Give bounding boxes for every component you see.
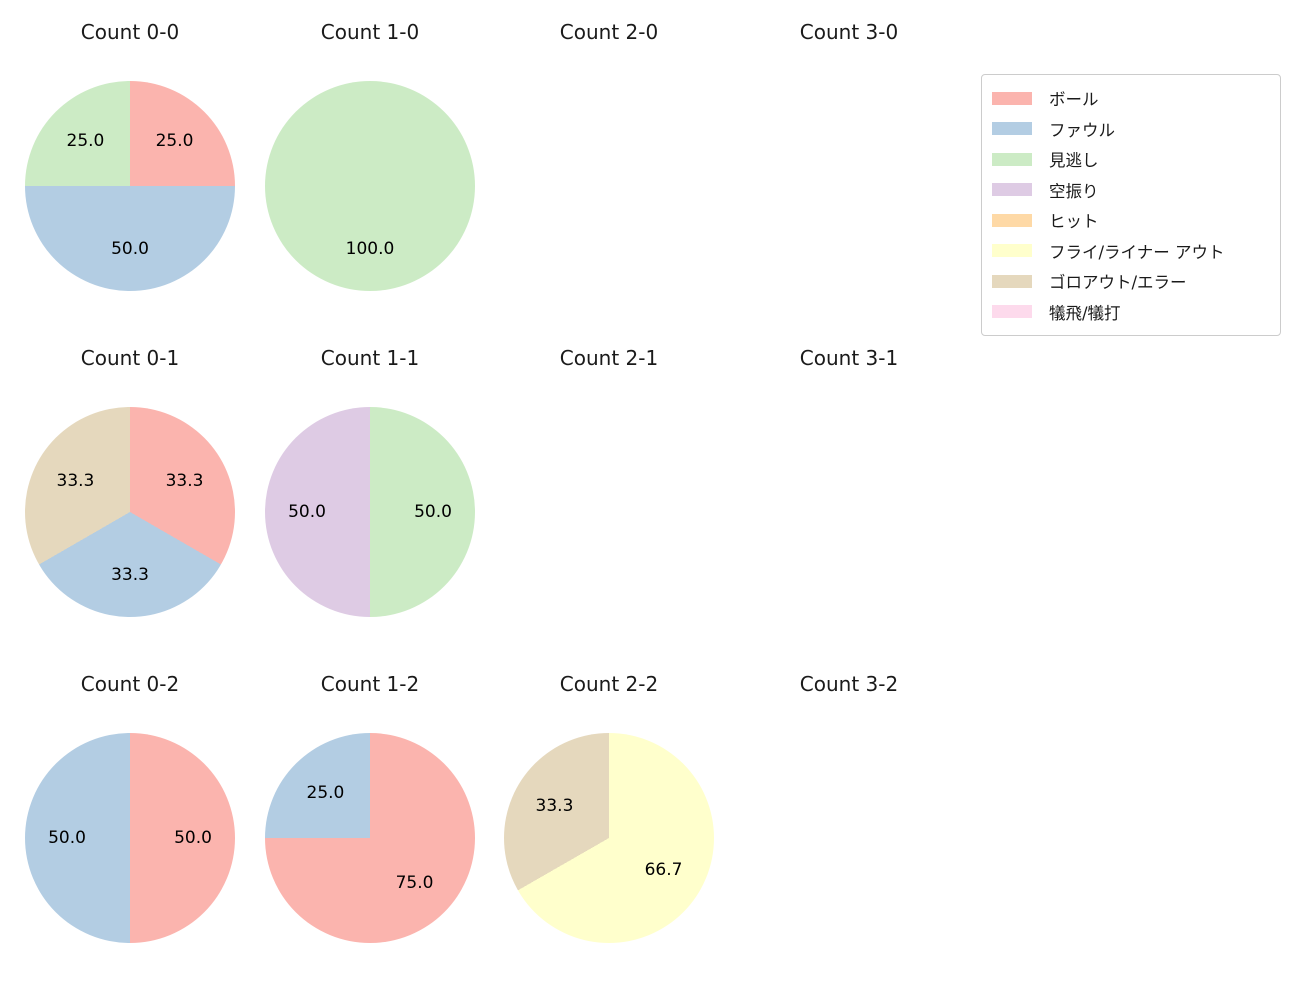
pie-count-1-1	[265, 407, 475, 617]
chart-cell-count-1-1: Count 1-1 50.0 50.0	[250, 341, 490, 641]
pie-slice-value: 25.0	[66, 131, 105, 152]
pie-slice-value: 50.0	[288, 502, 326, 522]
chart-title: Count 3-2	[799, 672, 899, 696]
legend-item: ボール	[992, 83, 1270, 114]
legend-swatch-called-strike	[992, 152, 1032, 166]
pie-slice-value: 25.0	[306, 783, 345, 804]
legend-label: ファウル	[1049, 120, 1115, 140]
pie-slice-value: 33.3	[111, 565, 149, 585]
pie-count-1-2	[265, 733, 475, 943]
pie-count-2-2	[504, 733, 714, 943]
chart-title: Count 1-2	[320, 672, 420, 696]
chart-title: Count 1-0	[320, 20, 420, 44]
legend-label: ボール	[1049, 90, 1099, 110]
pie-slice-value: 25.0	[155, 131, 194, 152]
pie-slice-value: 100.0	[345, 239, 395, 259]
pie-count-0-0	[25, 81, 235, 291]
chart-cell-count-0-2: Count 0-2 50.0 50.0	[10, 667, 250, 967]
chart-title: Count 0-1	[80, 346, 180, 370]
chart-cell-count-2-1: Count 2-1	[489, 341, 729, 641]
pie-slice-value: 50.0	[174, 828, 212, 848]
legend-swatch-sacrifice	[992, 305, 1032, 319]
legend-swatch-hit	[992, 213, 1032, 227]
chart-title: Count 3-0	[799, 20, 899, 44]
legend-item: ゴロアウト/エラー	[992, 266, 1270, 297]
legend-label: 見逃し	[1049, 151, 1099, 171]
legend-item: フライ/ライナー アウト	[992, 236, 1270, 267]
chart-title: Count 1-1	[320, 346, 420, 370]
pie-slice-value: 75.0	[395, 872, 434, 893]
pie-slice-value: 50.0	[48, 828, 86, 848]
legend-label: ヒット	[1049, 212, 1099, 232]
legend-swatch-foul	[992, 122, 1032, 136]
pie-slice-value: 33.3	[56, 470, 95, 491]
chart-title: Count 0-0	[80, 20, 180, 44]
pie-count-0-2	[25, 733, 235, 943]
chart-title: Count 2-0	[559, 20, 659, 44]
legend-item: ヒット	[992, 205, 1270, 236]
chart-cell-count-1-0: Count 1-0 100.0	[250, 15, 490, 315]
chart-cell-count-1-2: Count 1-2 75.0 25.0	[250, 667, 490, 967]
pie-slice-value: 50.0	[414, 502, 452, 522]
legend-label: 犠飛/犠打	[1049, 303, 1121, 323]
legend-label: 空振り	[1049, 181, 1099, 201]
pie-slice-value: 66.7	[644, 859, 683, 880]
pie-slice-value: 33.3	[165, 470, 204, 491]
pie-slice-value: 50.0	[111, 239, 149, 259]
legend: ボール ファウル 見逃し 空振り ヒット フライ/ライナー アウト ゴロアウト/…	[981, 74, 1281, 336]
pie-count-0-1	[25, 407, 235, 617]
legend-item: 空振り	[992, 175, 1270, 206]
legend-swatch-fly-liner-out	[992, 244, 1032, 258]
legend-item: 犠飛/犠打	[992, 297, 1270, 328]
chart-cell-count-2-0: Count 2-0	[489, 15, 729, 315]
chart-cell-count-3-2: Count 3-2	[729, 667, 969, 967]
chart-title: Count 2-1	[559, 346, 659, 370]
legend-swatch-swinging-strike	[992, 183, 1032, 197]
chart-title: Count 2-2	[559, 672, 659, 696]
chart-cell-count-3-1: Count 3-1	[729, 341, 969, 641]
pie-count-1-0	[265, 81, 475, 291]
chart-cell-count-2-2: Count 2-2 66.7 33.3	[489, 667, 729, 967]
pie-slice-value: 33.3	[535, 796, 574, 817]
legend-item: 見逃し	[992, 144, 1270, 175]
legend-swatch-ball	[992, 91, 1032, 105]
legend-label: ゴロアウト/エラー	[1049, 273, 1187, 293]
legend-label: フライ/ライナー アウト	[1049, 242, 1225, 262]
chart-cell-count-0-0: Count 0-0 25.0 50.0 25.0	[10, 15, 250, 315]
chart-cell-count-3-0: Count 3-0	[729, 15, 969, 315]
chart-title: Count 3-1	[799, 346, 899, 370]
chart-title: Count 0-2	[80, 672, 180, 696]
legend-item: ファウル	[992, 114, 1270, 145]
chart-cell-count-0-1: Count 0-1 33.3 33.3 33.3	[10, 341, 250, 641]
legend-swatch-groundout-error	[992, 274, 1032, 288]
